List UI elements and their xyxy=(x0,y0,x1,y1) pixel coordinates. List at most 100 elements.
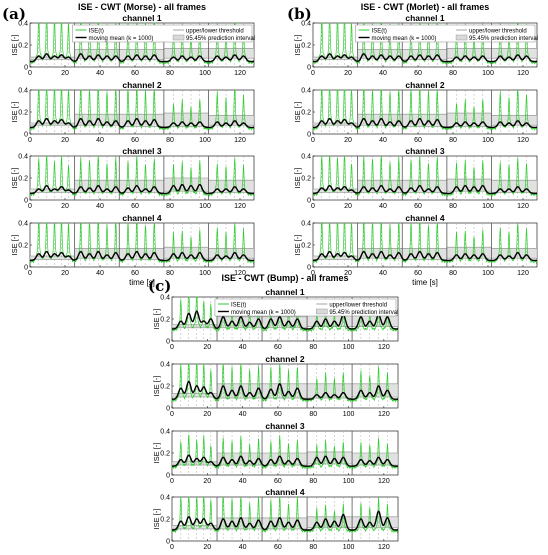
subplot-channel-3: channel 3 0 0.2 0.4 0 20 40 60 80 100 120 ISE [-] xyxy=(293,146,538,210)
x-tick-label: 0 xyxy=(170,411,174,418)
y-tick-label: 0 xyxy=(24,198,28,205)
x-tick-label: 80 xyxy=(309,344,317,351)
x-tick-label: 100 xyxy=(343,344,355,351)
legend-box xyxy=(214,298,397,317)
subplot-title: channel 3 xyxy=(405,146,444,156)
x-tick-label: 60 xyxy=(131,203,139,210)
moving-mean-line xyxy=(172,310,398,330)
legend-label-signal: ISE(t) xyxy=(372,29,387,35)
x-tick-label: 120 xyxy=(517,270,529,277)
subplot-title: channel 1 xyxy=(405,13,444,23)
legend-box xyxy=(355,24,536,43)
subplot-channel-2: channel 2 0 0.2 0.4 0 20 40 60 80 100 120 ISE [-] xyxy=(10,80,255,144)
legend-label-interval: 95.45% prediction interval xyxy=(329,310,398,316)
prediction-interval-band xyxy=(163,247,209,259)
x-tick-label: 120 xyxy=(234,70,246,77)
moving-mean-line xyxy=(30,117,254,129)
moving-mean-line xyxy=(313,53,537,63)
x-tick-label: 0 xyxy=(28,203,32,210)
x-tick-label: 120 xyxy=(234,270,246,277)
x-tick-label: 0 xyxy=(170,478,174,485)
y-axis-label: ISE [-] xyxy=(293,35,302,56)
y-axis-label: ISE [-] xyxy=(152,509,161,530)
prediction-interval-band xyxy=(163,48,209,59)
y-tick-label: 0.2 xyxy=(18,243,28,250)
x-tick-label: 100 xyxy=(482,70,494,77)
x-axis-label: time [s] xyxy=(129,278,155,287)
legend-label-interval: 95.45% prediction interval xyxy=(469,36,538,42)
subplot-title: channel 3 xyxy=(122,146,161,156)
x-tick-label: 40 xyxy=(379,203,387,210)
y-tick-label: 0.2 xyxy=(160,517,170,524)
y-axis-label: ISE [-] xyxy=(10,35,19,56)
moving-mean-line xyxy=(172,510,398,531)
subplot-channel-2: channel 2 0 0.2 0.4 0 20 40 60 80 100 120 ISE [-] xyxy=(293,80,538,144)
subplot-title: channel 1 xyxy=(265,287,304,297)
legend: ISE(t) upper/lower threshold moving mean (… xyxy=(72,24,255,43)
prediction-interval-band xyxy=(313,123,358,126)
legend-swatch-interval xyxy=(316,308,328,315)
y-tick-label: 0.2 xyxy=(301,243,311,250)
y-tick-label: 0 xyxy=(166,339,170,346)
x-tick-label: 60 xyxy=(274,411,282,418)
subplot-channel-4: channel 4 0 0.2 0.4 0 20 40 60 80 100 120 ISE [-] xyxy=(293,213,538,277)
y-tick-label: 0.2 xyxy=(301,43,311,50)
x-tick-label: 60 xyxy=(274,544,282,550)
x-tick-label: 0 xyxy=(311,137,315,144)
legend-label-interval: 95.45% prediction interval xyxy=(186,36,255,42)
prediction-interval-band xyxy=(446,247,492,259)
subplot-channel-1: channel 1 0 0.2 0.4 0 20 40 60 80 100 120 ISE [-] IS… xyxy=(293,13,538,77)
x-tick-label: 100 xyxy=(482,270,494,277)
legend-swatch-interval xyxy=(455,34,468,41)
y-tick-label: 0 xyxy=(166,473,170,480)
subplot-title: channel 4 xyxy=(405,213,444,223)
x-tick-label: 100 xyxy=(199,137,211,144)
subplot-channel-1: channel 1 0 0.2 0.4 0 20 40 60 80 100 120 ISE [-] IS… xyxy=(10,13,255,77)
y-tick-label: 0.4 xyxy=(160,429,170,436)
x-tick-label: 120 xyxy=(378,478,390,485)
x-tick-label: 80 xyxy=(309,411,317,418)
x-tick-label: 20 xyxy=(61,137,69,144)
x-tick-label: 80 xyxy=(166,70,174,77)
x-tick-label: 120 xyxy=(378,544,390,550)
prediction-interval-band xyxy=(119,49,164,60)
prediction-interval-band xyxy=(491,115,537,126)
y-tick-label: 0.2 xyxy=(18,176,28,183)
prediction-interval-band xyxy=(30,256,75,260)
chart-title: ISE - CWT (Morse) - all frames xyxy=(78,2,206,12)
x-tick-label: 100 xyxy=(343,544,355,550)
y-axis-label: ISE [-] xyxy=(152,376,161,397)
x-tick-label: 60 xyxy=(414,137,422,144)
x-tick-label: 80 xyxy=(449,270,457,277)
y-tick-label: 0.2 xyxy=(160,317,170,324)
subplot-title: channel 1 xyxy=(122,13,161,23)
axes-box xyxy=(312,155,538,201)
y-tick-label: 0.2 xyxy=(301,176,311,183)
moving-mean-line xyxy=(172,380,398,400)
prediction-interval-band xyxy=(491,48,537,59)
ise-signal-line xyxy=(29,88,255,131)
y-tick-label: 0 xyxy=(307,132,311,139)
axes-box xyxy=(29,155,255,201)
panel-label: (c) xyxy=(148,277,171,295)
legend-label-mean: moving mean (k = 1000) xyxy=(89,36,154,42)
y-tick-label: 0.4 xyxy=(160,362,170,369)
legend: ISE(t) upper/lower threshold moving mean (… xyxy=(355,24,538,43)
prediction-interval-band xyxy=(208,48,254,59)
y-tick-label: 0.4 xyxy=(301,88,311,95)
y-axis-label: ISE [-] xyxy=(293,235,302,256)
x-tick-label: 80 xyxy=(449,203,457,210)
panel-a: (a) ISE - CWT (Morse) - all frameschannel… xyxy=(2,2,255,287)
x-tick-label: 20 xyxy=(203,344,211,351)
legend-label-threshold: upper/lower threshold xyxy=(186,29,244,35)
x-tick-label: 80 xyxy=(449,137,457,144)
moving-mean-line xyxy=(313,117,537,129)
y-tick-label: 0.2 xyxy=(160,384,170,391)
x-tick-label: 80 xyxy=(166,137,174,144)
x-tick-label: 120 xyxy=(517,203,529,210)
x-tick-label: 40 xyxy=(96,137,104,144)
prediction-interval-band xyxy=(446,48,492,59)
y-tick-label: 0 xyxy=(24,65,28,72)
legend-label-mean: moving mean (k = 1000) xyxy=(231,310,296,316)
y-tick-label: 0.4 xyxy=(301,221,311,228)
